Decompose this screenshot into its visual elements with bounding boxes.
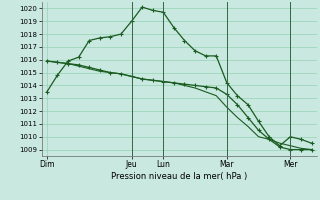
X-axis label: Pression niveau de la mer( hPa ): Pression niveau de la mer( hPa ) bbox=[111, 172, 247, 181]
